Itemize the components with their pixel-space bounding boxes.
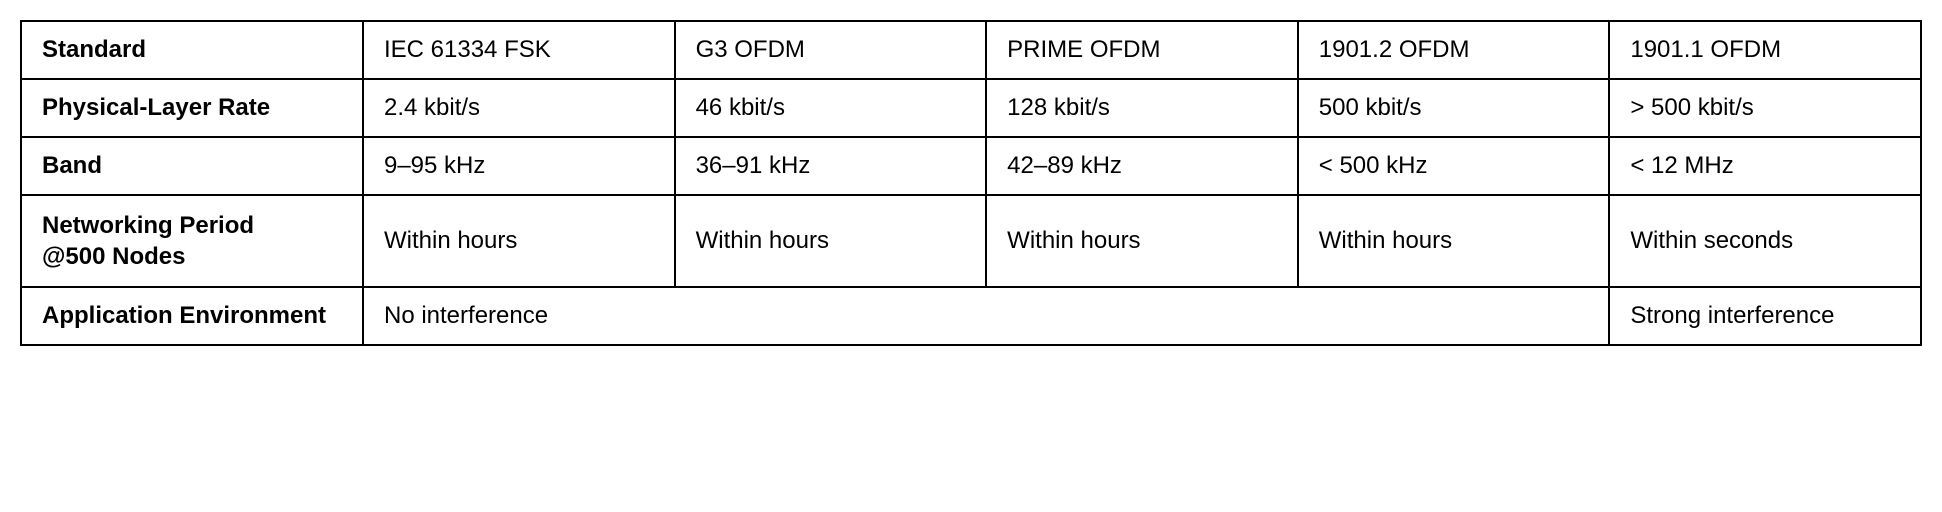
- table-row: Application Environment No interference …: [21, 287, 1921, 345]
- table-cell: < 12 MHz: [1609, 137, 1921, 195]
- table-row: Standard IEC 61334 FSK G3 OFDM PRIME OFD…: [21, 21, 1921, 79]
- table-cell: 46 kbit/s: [675, 79, 987, 137]
- table-cell: Within seconds: [1609, 195, 1921, 287]
- table-cell: 500 kbit/s: [1298, 79, 1610, 137]
- table-cell: 9–95 kHz: [363, 137, 675, 195]
- table-cell-merged: No interference: [363, 287, 1609, 345]
- table-row: Networking Period@500 Nodes Within hours…: [21, 195, 1921, 287]
- table-cell: Within hours: [363, 195, 675, 287]
- table-cell: Within hours: [675, 195, 987, 287]
- table-cell: Within hours: [986, 195, 1298, 287]
- table-cell: < 500 kHz: [1298, 137, 1610, 195]
- table-cell: 128 kbit/s: [986, 79, 1298, 137]
- table-cell: IEC 61334 FSK: [363, 21, 675, 79]
- row-header-band: Band: [21, 137, 363, 195]
- table-row: Band 9–95 kHz 36–91 kHz 42–89 kHz < 500 …: [21, 137, 1921, 195]
- table-cell: 1901.2 OFDM: [1298, 21, 1610, 79]
- table-cell: G3 OFDM: [675, 21, 987, 79]
- table-cell: Strong interference: [1609, 287, 1921, 345]
- row-header-networking-period: Networking Period@500 Nodes: [21, 195, 363, 287]
- table-row: Physical-Layer Rate 2.4 kbit/s 46 kbit/s…: [21, 79, 1921, 137]
- table-cell: 2.4 kbit/s: [363, 79, 675, 137]
- row-header-application-environment: Application Environment: [21, 287, 363, 345]
- table-cell: > 500 kbit/s: [1609, 79, 1921, 137]
- row-header-physical-layer-rate: Physical-Layer Rate: [21, 79, 363, 137]
- table-cell: 36–91 kHz: [675, 137, 987, 195]
- table-cell: 1901.1 OFDM: [1609, 21, 1921, 79]
- table-cell: Within hours: [1298, 195, 1610, 287]
- row-header-standard: Standard: [21, 21, 363, 79]
- comparison-table: Standard IEC 61334 FSK G3 OFDM PRIME OFD…: [20, 20, 1922, 346]
- table-cell: PRIME OFDM: [986, 21, 1298, 79]
- table-cell: 42–89 kHz: [986, 137, 1298, 195]
- comparison-table-container: Standard IEC 61334 FSK G3 OFDM PRIME OFD…: [20, 20, 1922, 346]
